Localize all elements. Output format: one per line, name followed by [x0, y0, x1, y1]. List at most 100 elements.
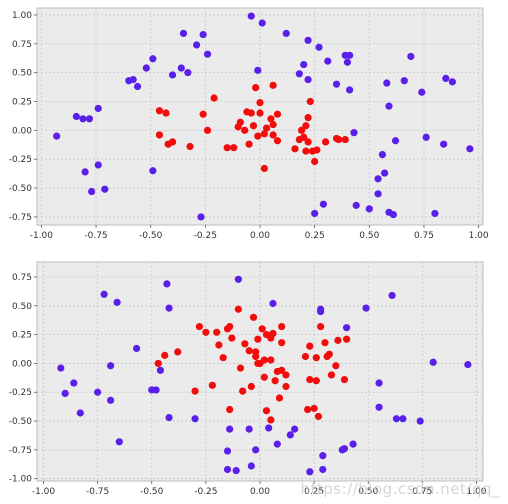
data-point	[297, 126, 306, 134]
y-tick-label: 1.00	[12, 11, 32, 21]
x-tick-label: -0.75	[84, 231, 107, 241]
x-tick-label: 0.25	[304, 487, 324, 497]
scatter-plot-top: -1.00 -0.75 -0.50 -0.25 0.00 0.25 0.50 0.75 1.00…	[9, 7, 489, 241]
data-point	[115, 438, 123, 446]
y-tick-label: 0.50	[12, 302, 32, 312]
data-point	[389, 211, 397, 219]
data-point	[315, 43, 323, 51]
data-point	[236, 364, 245, 372]
data-point	[132, 344, 141, 353]
data-point	[269, 81, 277, 89]
data-point	[249, 122, 258, 130]
data-point	[197, 213, 205, 221]
data-point	[383, 79, 391, 87]
data-point	[304, 138, 312, 146]
data-point	[343, 335, 351, 343]
data-point	[319, 452, 327, 460]
data-point	[155, 131, 164, 139]
data-point	[350, 129, 358, 137]
y-tick-label: -0.50	[9, 417, 33, 427]
data-point	[311, 209, 319, 218]
data-point	[291, 425, 299, 433]
data-point	[53, 132, 61, 140]
data-point	[282, 382, 290, 391]
data-point	[302, 147, 310, 155]
x-tick-label: 0.25	[305, 231, 325, 241]
y-tick-label: 0.25	[12, 331, 32, 341]
data-point	[332, 80, 341, 88]
data-point	[168, 71, 177, 79]
y-tick-label: 0.00	[12, 359, 32, 369]
x-tick-label: -1.00	[30, 231, 54, 241]
x-tick-label: -0.25	[194, 231, 217, 241]
data-point	[260, 373, 268, 381]
data-point	[70, 379, 78, 387]
data-point	[129, 75, 137, 84]
series-1	[154, 305, 351, 424]
data-point	[179, 29, 188, 37]
x-axis-ticks: -1.00 -0.75 -0.50 -0.25 0.00 0.25 0.50 0.75 1.00	[30, 225, 489, 241]
data-point	[174, 348, 182, 356]
y-tick-label: 0.50	[12, 69, 32, 79]
data-point	[213, 328, 221, 336]
data-point	[247, 462, 255, 470]
data-point	[191, 415, 199, 423]
data-point	[291, 145, 299, 153]
data-point	[267, 115, 275, 123]
data-point	[161, 351, 169, 359]
data-point	[349, 440, 357, 448]
data-point	[247, 109, 255, 117]
x-tick-label: -0.50	[139, 231, 163, 241]
data-point	[418, 88, 426, 96]
data-point	[346, 51, 354, 59]
data-point	[245, 347, 253, 355]
y-tick-label: -0.50	[9, 184, 33, 194]
data-point	[265, 424, 273, 432]
data-point	[88, 187, 96, 196]
data-point	[388, 291, 396, 300]
data-point	[374, 190, 382, 198]
data-point	[321, 138, 330, 146]
data-point	[275, 394, 284, 402]
data-point	[306, 97, 314, 106]
data-point	[378, 150, 387, 159]
data-point	[76, 409, 84, 417]
y-tick-label: -0.25	[9, 388, 32, 398]
data-point	[300, 60, 308, 69]
data-point	[304, 75, 312, 84]
data-point	[61, 389, 69, 397]
data-point	[133, 82, 142, 91]
data-point	[152, 386, 160, 394]
data-point	[107, 362, 115, 370]
data-point	[304, 36, 312, 44]
data-point	[226, 405, 234, 414]
data-point	[334, 336, 342, 344]
data-point	[325, 350, 333, 358]
data-point	[317, 307, 325, 316]
data-point	[340, 445, 349, 453]
data-point	[262, 407, 271, 415]
data-point	[311, 157, 319, 166]
data-point	[177, 64, 185, 72]
data-point	[317, 322, 325, 331]
data-point	[319, 465, 327, 474]
data-point	[312, 354, 320, 362]
data-point	[252, 446, 260, 454]
x-tick-label: 0.00	[250, 231, 270, 241]
series-0	[53, 12, 474, 221]
data-point	[429, 358, 437, 366]
data-point	[267, 356, 275, 364]
data-point	[306, 375, 314, 384]
data-point	[208, 381, 216, 389]
data-point	[346, 86, 354, 94]
data-point	[247, 382, 255, 391]
data-point	[241, 126, 249, 134]
data-point	[168, 138, 177, 146]
data-point	[191, 387, 199, 395]
data-point	[79, 115, 87, 123]
data-point	[252, 352, 260, 361]
data-point	[440, 140, 448, 148]
data-point	[162, 109, 170, 117]
data-point	[260, 356, 268, 364]
data-point	[258, 19, 266, 27]
